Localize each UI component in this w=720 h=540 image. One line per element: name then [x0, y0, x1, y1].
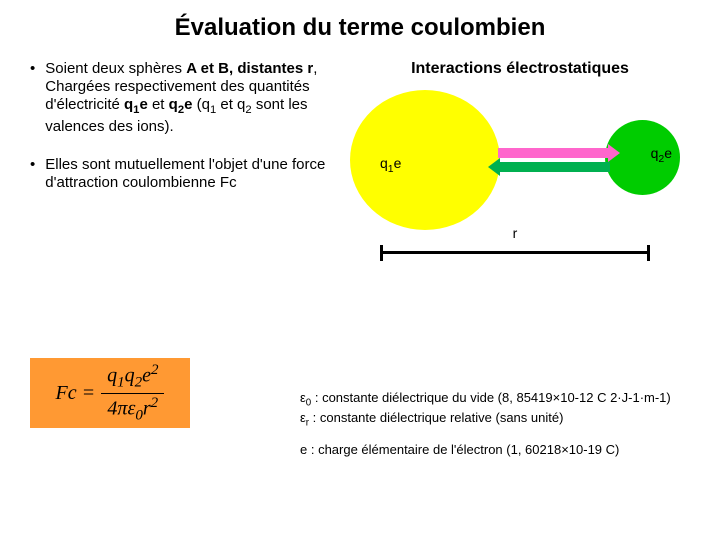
- ne: e: [142, 365, 151, 387]
- q2-label: q2e: [651, 145, 672, 165]
- dr2: 2: [151, 395, 159, 411]
- q1-label: q1e: [380, 155, 401, 175]
- b1-pre: Soient deux sphères: [45, 60, 186, 77]
- slide-title: Évaluation du terme coulombien: [0, 0, 720, 50]
- numerator: q1q2e2: [101, 363, 164, 394]
- q1-e: e: [394, 155, 402, 171]
- bullet-2-text: Elles sont mutuellement l'objet d'une fo…: [45, 156, 340, 192]
- left-column: • Soient deux sphères A et B, distantes …: [30, 60, 340, 245]
- d0: 0: [135, 407, 143, 423]
- dpi: π: [117, 397, 127, 419]
- ns1: 1: [117, 375, 125, 391]
- r-label: r: [513, 225, 518, 241]
- ns2: 2: [135, 375, 143, 391]
- arrow-left: [498, 162, 610, 172]
- b1-bold5: e: [184, 96, 197, 113]
- content-area: • Soient deux sphères A et B, distantes …: [0, 50, 720, 245]
- bullet-1: • Soient deux sphères A et B, distantes …: [30, 60, 340, 136]
- nq2: q: [125, 365, 135, 387]
- denominator: 4πε0r2: [101, 394, 164, 424]
- b1-paren: (q: [197, 96, 210, 113]
- ne2: 2: [151, 362, 159, 378]
- interaction-arrows: [498, 148, 610, 172]
- b1-pmid: et q: [216, 96, 245, 113]
- b1-bold1: A et B, distantes r: [186, 60, 313, 77]
- dr: r: [143, 397, 151, 419]
- eq: =: [77, 382, 96, 404]
- nq1: q: [107, 365, 117, 387]
- formula-lhs: Fc =: [56, 382, 96, 405]
- b1-and: et: [148, 96, 169, 113]
- e-block: e : charge élémentaire de l'électron (1,…: [300, 442, 700, 458]
- bullet-marker: •: [30, 156, 35, 192]
- right-column: Interactions électrostatiques q1e q2e r: [350, 60, 690, 245]
- diagram-title: Interactions électrostatiques: [350, 60, 690, 78]
- sphere-a: [350, 90, 500, 230]
- formula-fraction: q1q2e2 4πε0r2: [101, 363, 164, 423]
- electrostatic-diagram: q1e q2e r: [350, 90, 680, 245]
- q1-q: q: [380, 155, 388, 171]
- q2-e: e: [664, 145, 672, 161]
- d4: 4: [107, 397, 117, 419]
- e-text: e : charge élémentaire de l'électron (1,…: [300, 442, 619, 457]
- formula-content: Fc = q1q2e2 4πε0r2: [56, 363, 165, 423]
- b1-bold2: q: [124, 96, 133, 113]
- eps0-text: : constante diélectrique du vide (8, 854…: [311, 390, 671, 405]
- formula-box: Fc = q1q2e2 4πε0r2: [30, 358, 190, 428]
- b1-bold4: q: [169, 96, 178, 113]
- fc: Fc: [56, 382, 77, 404]
- constants-block: ε0 : constante diélectrique du vide (8, …: [300, 390, 700, 470]
- bullet-1-text: Soient deux sphères A et B, distantes r,…: [45, 60, 340, 136]
- bracket-right: [647, 245, 650, 261]
- epsr-text: : constante diélectrique relative (sans …: [309, 410, 563, 425]
- bullet-marker: •: [30, 60, 35, 136]
- b1-bold3: e: [139, 96, 147, 113]
- bullet-2: • Elles sont mutuellement l'objet d'une …: [30, 156, 340, 192]
- bracket-line: [380, 251, 650, 254]
- eps0-block: ε0 : constante diélectrique du vide (8, …: [300, 390, 700, 430]
- arrow-right: [498, 148, 610, 158]
